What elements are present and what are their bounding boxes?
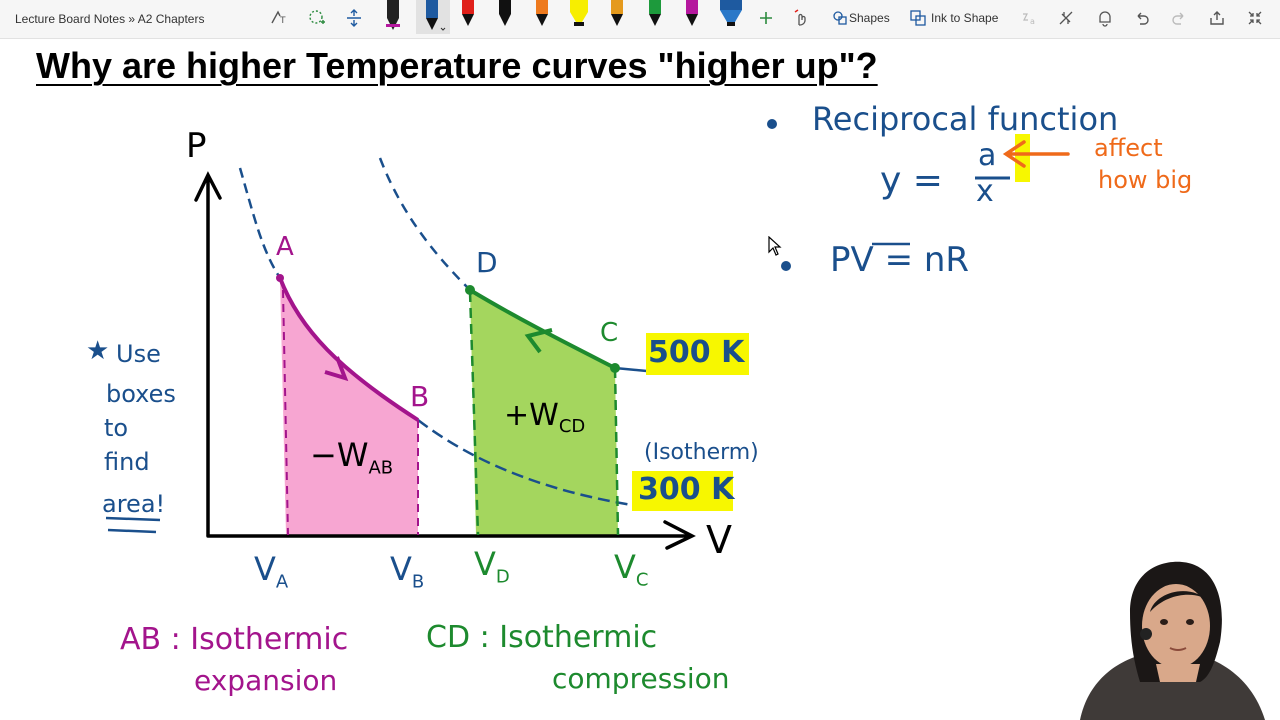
lasso-select-icon[interactable]: [306, 7, 328, 29]
bullet-1-dot: [767, 119, 777, 129]
process-ab-arrow: [324, 356, 349, 382]
ruler-icon[interactable]: [1055, 7, 1077, 29]
note-line-1: Use: [116, 340, 161, 368]
pen-magenta[interactable]: [679, 0, 705, 34]
add-pen-icon[interactable]: [755, 7, 777, 29]
ab-caption-line-2: expansion: [194, 664, 338, 697]
point-b-label: B: [410, 380, 430, 413]
ribbon-toolbar: Lecture Board Notes » A2 Chapters T: [0, 0, 1280, 39]
bell-icon[interactable]: [1094, 7, 1116, 29]
temp-500k-label: 500 K: [648, 335, 745, 370]
pen-blue-selected[interactable]: [416, 0, 450, 34]
pen-orange[interactable]: [529, 0, 555, 34]
pen-black[interactable]: [380, 0, 406, 34]
shapes-button[interactable]: Shapes: [849, 11, 890, 25]
vc-label: VC: [614, 548, 649, 591]
vd-dashed-line: [468, 291, 480, 536]
area-ab-fill: [280, 278, 418, 535]
page-title: Why are higher Temperature curves "highe…: [36, 45, 878, 86]
equation-numerator: a: [978, 138, 997, 173]
ink-to-math-icon[interactable]: a: [1018, 7, 1040, 29]
ink-to-shape-icon[interactable]: [907, 7, 929, 29]
work-ab-label: −WAB: [310, 436, 394, 479]
equation-note-line-2: how big: [1098, 166, 1193, 194]
isotherm-300k-tail: [417, 419, 633, 507]
cd-caption-line-1: CD : Isothermic: [426, 620, 658, 655]
mouse-cursor-icon: [768, 236, 782, 256]
y-axis: [194, 171, 222, 537]
highlighter-blue[interactable]: [716, 0, 746, 34]
va-label: VA: [254, 550, 289, 593]
note-underline: [105, 516, 161, 534]
axis-v-label: V: [706, 518, 732, 562]
axis-p-label: P: [186, 126, 207, 166]
pen-green[interactable]: [642, 0, 668, 34]
svg-text:T: T: [279, 16, 286, 26]
vc-dashed-line: [613, 367, 620, 536]
bullet-2-text: PV = nR: [830, 240, 970, 280]
ab-caption-line-1: AB : Isothermic: [120, 622, 349, 657]
pen-amber[interactable]: [604, 0, 630, 34]
highlighter-yellow[interactable]: [566, 0, 592, 34]
process-cd-arrow: [524, 328, 553, 354]
equation-lhs: y =: [880, 160, 943, 201]
equation-note-line-1: affect: [1094, 134, 1163, 162]
note-line-2: boxes: [106, 380, 176, 408]
note-line-5: area!: [102, 490, 166, 518]
orange-arrow: [1002, 140, 1070, 168]
cd-caption-line-2: compression: [552, 662, 730, 695]
isotherm-500k-curve: [378, 157, 471, 291]
note-star: ★: [86, 336, 110, 366]
bullet-1-text: Reciprocal function: [812, 100, 1119, 138]
ink-to-shape-button[interactable]: Ink to Shape: [931, 11, 999, 25]
work-cd-label: +WCD: [504, 398, 586, 437]
breadcrumb[interactable]: Lecture Board Notes » A2 Chapters: [15, 12, 205, 26]
isotherm-note: (Isotherm): [644, 440, 759, 465]
touch-draw-icon[interactable]: [790, 7, 812, 29]
pen-dark[interactable]: [492, 0, 518, 34]
vb-label: VB: [390, 550, 425, 593]
lasso-text-icon[interactable]: T: [268, 7, 290, 29]
fullscreen-collapse-icon[interactable]: [1244, 7, 1266, 29]
bullet-2-dot: [781, 261, 791, 271]
share-icon[interactable]: [1206, 7, 1228, 29]
point-d-label: D: [476, 246, 498, 279]
point-c-label: C: [600, 318, 619, 348]
note-line-3: to: [104, 414, 129, 442]
note-line-4: find: [104, 448, 150, 476]
vd-label: VD: [474, 545, 510, 588]
highlight-500k: [646, 333, 749, 375]
process-ab-curve: [278, 277, 420, 422]
point-a-label: A: [276, 232, 294, 262]
isotherm-300k-curve: [238, 167, 282, 279]
undo-icon[interactable]: [1131, 7, 1153, 29]
redo-icon[interactable]: [1168, 7, 1190, 29]
webcam-presenter-video: [1060, 552, 1280, 720]
pen-red[interactable]: [455, 0, 481, 34]
x-axis: [206, 520, 696, 550]
add-space-icon[interactable]: [343, 7, 365, 29]
equation-denominator: x: [976, 174, 994, 209]
highlight-300k: [632, 471, 733, 511]
shapes-icon[interactable]: [829, 7, 851, 29]
temp-300k-label: 300 K: [638, 472, 735, 507]
svg-text:a: a: [1030, 17, 1035, 26]
